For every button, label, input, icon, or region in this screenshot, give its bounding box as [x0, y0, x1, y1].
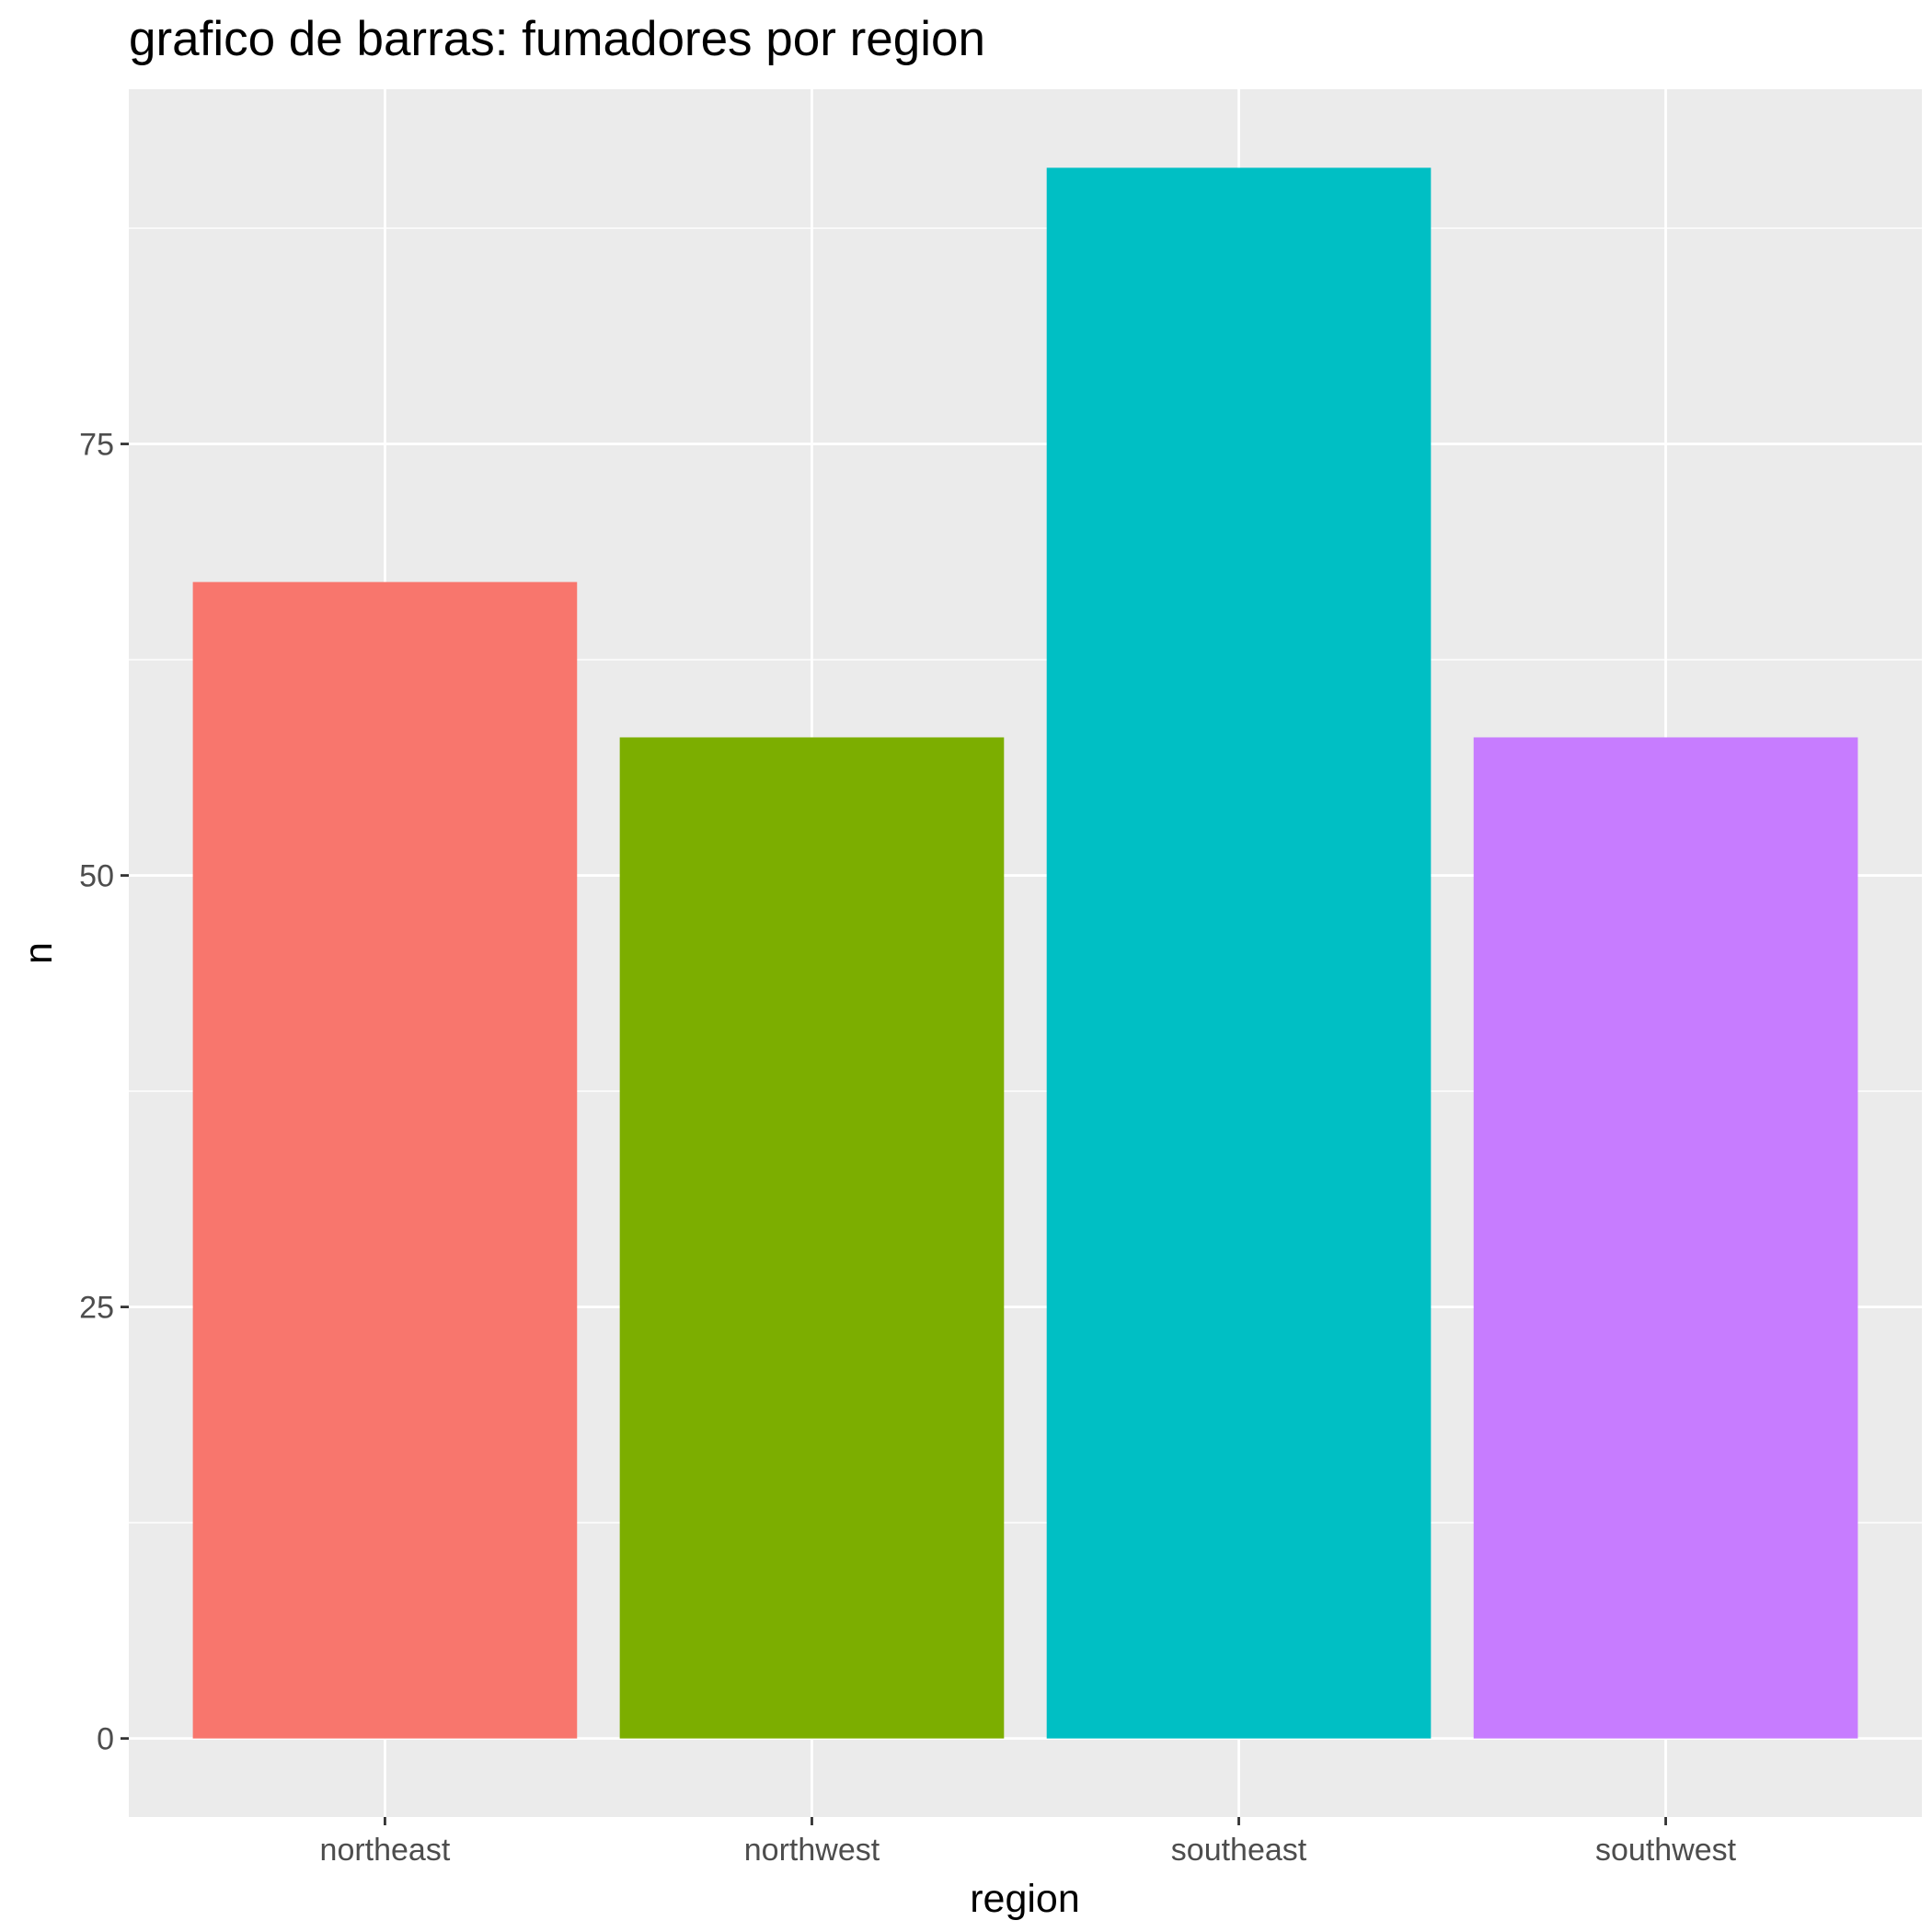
bars: [192, 167, 1858, 1739]
y-axis-title: n: [17, 942, 61, 964]
y-tick-label: 50: [79, 859, 114, 894]
x-tick-label: northeast: [320, 1833, 451, 1868]
chart-title: grafico de barras: fumadores por region: [129, 12, 985, 66]
bar-northeast: [192, 581, 578, 1739]
x-tick-label: southeast: [1171, 1833, 1307, 1868]
bar-southwest: [1473, 737, 1858, 1739]
y-tick-label: 75: [79, 428, 114, 463]
x-tick-label: southwest: [1595, 1833, 1737, 1868]
bar-northwest: [619, 737, 1005, 1739]
x-axis: northeast northwest southeast southwest: [320, 1817, 1737, 1868]
y-tick-label: 25: [79, 1291, 114, 1326]
bar-southeast: [1046, 167, 1432, 1739]
x-tick-label: northwest: [744, 1833, 880, 1868]
y-tick-label: 0: [97, 1722, 114, 1757]
x-axis-title: region: [970, 1877, 1080, 1921]
y-axis: 0 25 50 75: [79, 428, 129, 1757]
